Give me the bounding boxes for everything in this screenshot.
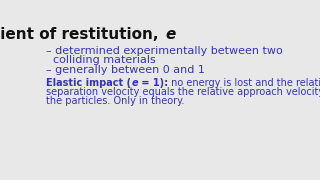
Text: e: e (131, 78, 138, 88)
Text: = 1):: = 1): (138, 78, 168, 88)
Text: – generally between 0 and 1: – generally between 0 and 1 (46, 65, 205, 75)
Text: no energy is lost and the relative: no energy is lost and the relative (168, 78, 320, 88)
Text: the particles. Only in theory.: the particles. Only in theory. (46, 96, 185, 106)
Text: separation velocity equals the relative approach velocity of: separation velocity equals the relative … (46, 87, 320, 97)
Text: – determined experimentally between two: – determined experimentally between two (46, 46, 283, 56)
Text: colliding materials: colliding materials (46, 55, 156, 66)
Text: Elastic impact (: Elastic impact ( (46, 78, 131, 88)
Text: e: e (165, 27, 176, 42)
Text: Coefficient of restitution,: Coefficient of restitution, (0, 27, 164, 42)
